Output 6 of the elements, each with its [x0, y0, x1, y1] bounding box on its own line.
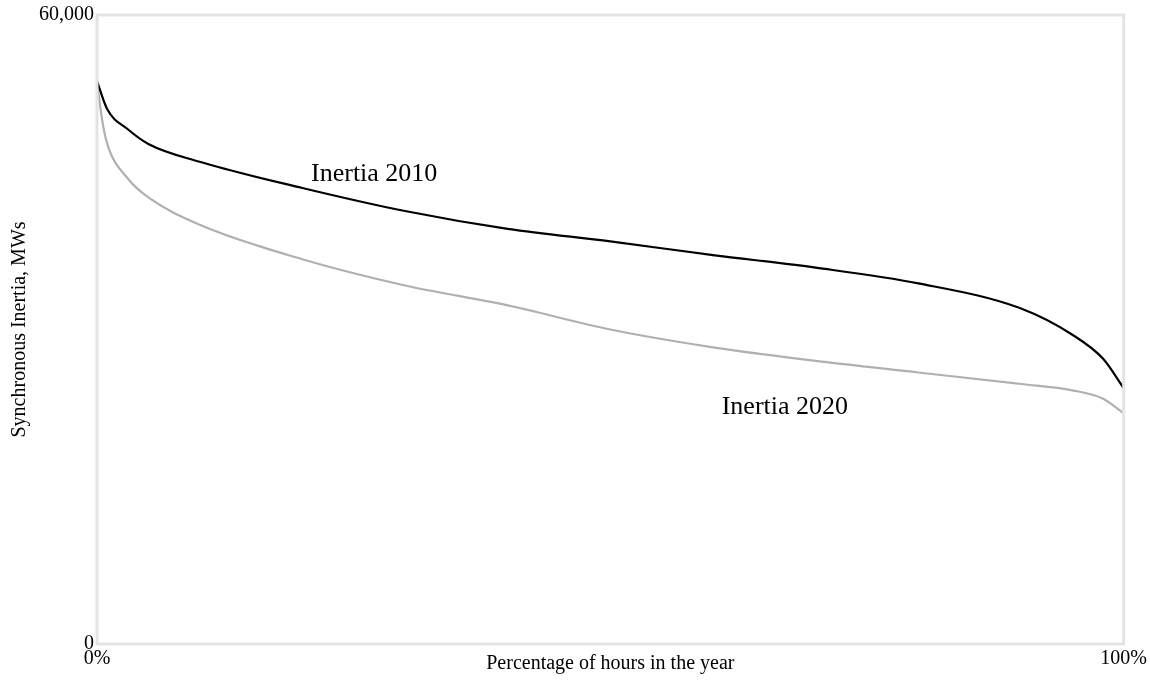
- x-tick-label: 100%: [1100, 646, 1148, 669]
- y-axis-title: Synchronous Inertia, MWs: [7, 221, 31, 438]
- series-label: Inertia 2020: [721, 390, 849, 420]
- y-tick-label: 60,000: [39, 2, 94, 25]
- x-axis-title: Percentage of hours in the year: [486, 651, 735, 675]
- series-label: Inertia 2010: [311, 157, 438, 187]
